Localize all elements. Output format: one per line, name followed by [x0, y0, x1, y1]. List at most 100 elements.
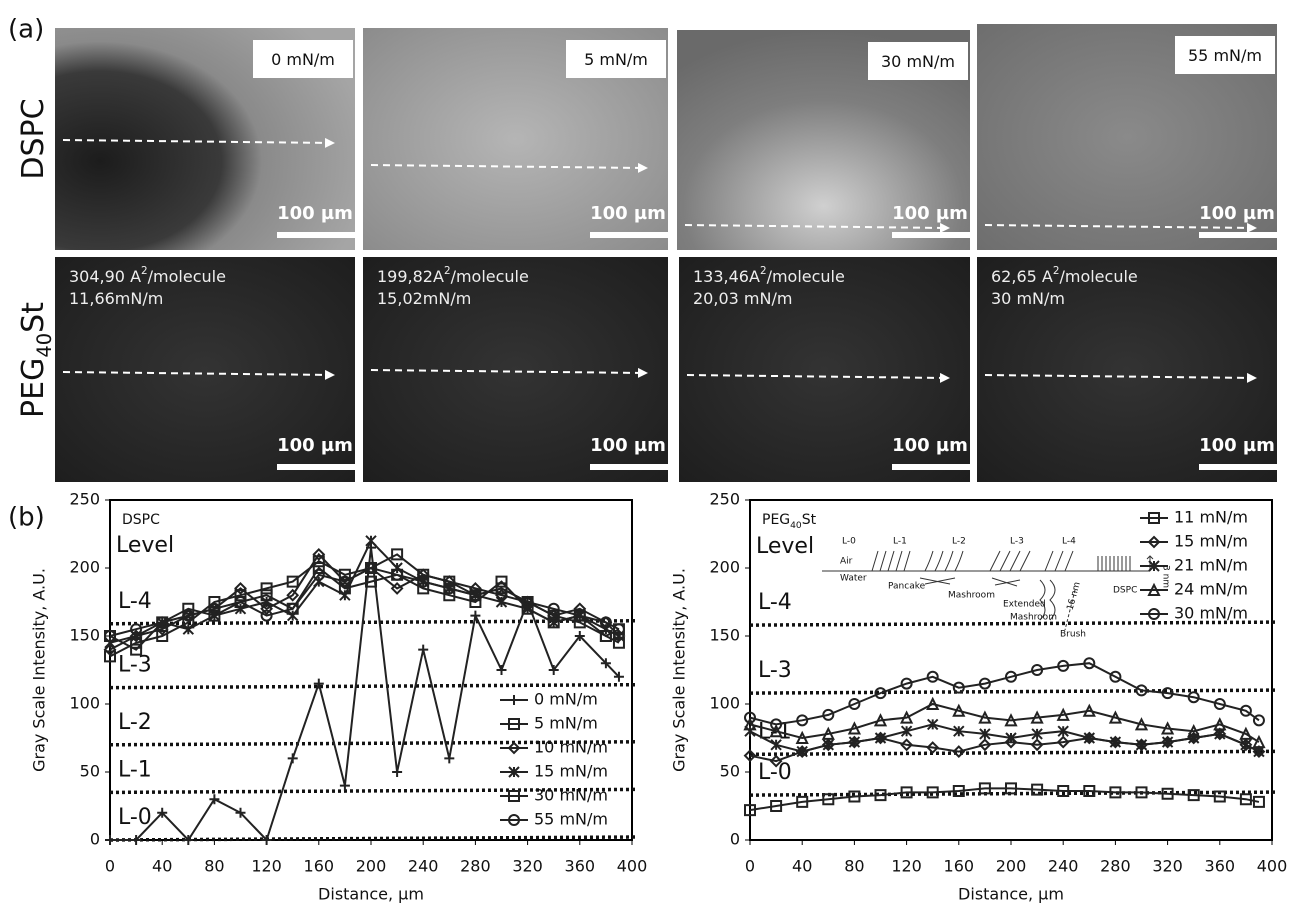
y-tick-label: 250	[709, 490, 740, 509]
inset-label: Pancake	[888, 582, 926, 592]
scale-bar-label: 100 µm	[277, 203, 353, 224]
scale-bar-label: 100 µm	[590, 203, 666, 224]
x-tick-label: 80	[844, 857, 864, 876]
scale-bar-label: 100 µm	[1199, 203, 1275, 224]
legend-label: 30 mN/m	[1174, 604, 1248, 623]
panel-label: (a)	[8, 15, 44, 45]
inset-label: 3 nm	[1161, 565, 1171, 588]
chart-title-part: DSPC	[122, 512, 160, 528]
image-label-part: 2	[1053, 265, 1060, 277]
x-tick-label: 360	[1205, 857, 1236, 876]
level-label: L-4	[758, 590, 792, 615]
image-label-part: 2	[760, 265, 767, 277]
y-tick-label: 0	[730, 830, 740, 849]
level-label: L-2	[118, 710, 152, 735]
y-tick-label: 50	[720, 762, 740, 781]
x-tick-label: 160	[304, 857, 335, 876]
inset-label: DSPC	[1113, 586, 1137, 596]
x-tick-label: 200	[356, 857, 387, 876]
y-tick-label: 100	[69, 694, 100, 713]
x-tick-label: 280	[460, 857, 491, 876]
level-header: Level	[116, 533, 174, 558]
image-label: 55 mN/m	[1188, 46, 1262, 65]
legend-label: 21 mN/m	[1174, 556, 1248, 575]
y-tick-label: 250	[69, 490, 100, 509]
legend-label: 55 mN/m	[534, 810, 608, 829]
image-label-part: 199,82A	[377, 267, 444, 286]
level-line	[110, 685, 637, 688]
scale-bar-label: 100 µm	[277, 435, 353, 456]
x-tick-label: 240	[408, 857, 439, 876]
data-point	[470, 611, 480, 621]
x-tick-label: 120	[891, 857, 922, 876]
scale-bar	[590, 464, 668, 470]
row-label-part: St	[16, 302, 51, 333]
y-tick-label: 150	[709, 626, 740, 645]
chart-title-part: PEG	[762, 512, 790, 528]
x-tick-label: 240	[1048, 857, 1079, 876]
chart-title: DSPC	[122, 512, 160, 528]
image-label: 133,46A2/molecule	[693, 265, 845, 286]
data-point	[392, 767, 402, 777]
row-label-part: DSPC	[16, 98, 51, 179]
scale-bar	[1199, 232, 1277, 238]
scale-bar-label: 100 µm	[892, 435, 968, 456]
level-line	[750, 690, 1277, 693]
image-label-part: /molecule	[767, 267, 845, 286]
data-point	[105, 835, 115, 845]
row-label: DSPC	[16, 98, 51, 179]
x-tick-label: 320	[512, 857, 543, 876]
level-label: L-0	[118, 805, 152, 830]
x-tick-label: 40	[792, 857, 812, 876]
row-label-part: 40	[33, 333, 56, 358]
legend-label: 10 mN/m	[534, 738, 608, 757]
inset-label: Extended	[1003, 600, 1046, 610]
level-label: L-3	[758, 658, 792, 683]
x-tick-label: 320	[1152, 857, 1183, 876]
legend-label: 5 mN/m	[534, 714, 598, 733]
scale-bar	[892, 232, 970, 238]
y-tick-label: 50	[80, 762, 100, 781]
image-label: 11,66mN/m	[69, 289, 163, 308]
legend-label: 15 mN/m	[1174, 532, 1248, 551]
y-tick-label: 200	[709, 558, 740, 577]
scale-bar-label: 100 µm	[590, 435, 666, 456]
image-label-part: 2	[444, 265, 451, 277]
panel-label: (b)	[8, 503, 45, 533]
image-label: 0 mN/m	[271, 50, 335, 69]
scale-bar	[590, 232, 668, 238]
data-point	[1241, 740, 1251, 750]
x-axis-label: Distance, µm	[958, 885, 1064, 904]
y-tick-label: 200	[69, 558, 100, 577]
x-axis-label: Distance, µm	[318, 885, 424, 904]
x-tick-label: 280	[1100, 857, 1131, 876]
image-label: 199,82A2/molecule	[377, 265, 529, 286]
image-label: 30 mN/m	[881, 52, 955, 71]
legend-label: 24 mN/m	[1174, 580, 1248, 599]
inset-label: L-4	[1062, 537, 1076, 547]
inset-label: Water	[840, 574, 867, 584]
image-label-part: 304,90 A	[69, 267, 141, 286]
legend-marker	[509, 695, 519, 705]
inset-label: Mashroom	[948, 591, 995, 601]
inset-label: 16 nm	[1066, 581, 1083, 611]
inset-label: L-3	[1010, 537, 1024, 547]
image-label-part: 55 mN/m	[1188, 46, 1262, 65]
chart-title-part: 40	[790, 521, 802, 531]
x-tick-label: 400	[617, 857, 648, 876]
figure: (a)(b)DSPCPEG40St100 µm0 mN/m100 µm5 mN/…	[0, 0, 1289, 904]
data-point	[288, 753, 298, 763]
x-tick-label: 0	[745, 857, 755, 876]
legend-label: 30 mN/m	[534, 786, 608, 805]
x-tick-label: 360	[565, 857, 596, 876]
scale-bar	[892, 464, 970, 470]
inset-label: Brush	[1060, 630, 1086, 640]
y-tick-label: 150	[69, 626, 100, 645]
y-axis-label: Gray Scale Intensity, A.U.	[670, 568, 689, 772]
data-point	[444, 753, 454, 763]
data-point	[366, 536, 376, 546]
legend-label: 0 mN/m	[534, 690, 598, 709]
y-tick-label: 0	[90, 830, 100, 849]
inset-label: L-1	[893, 537, 907, 547]
inset-label: L-2	[952, 537, 966, 547]
